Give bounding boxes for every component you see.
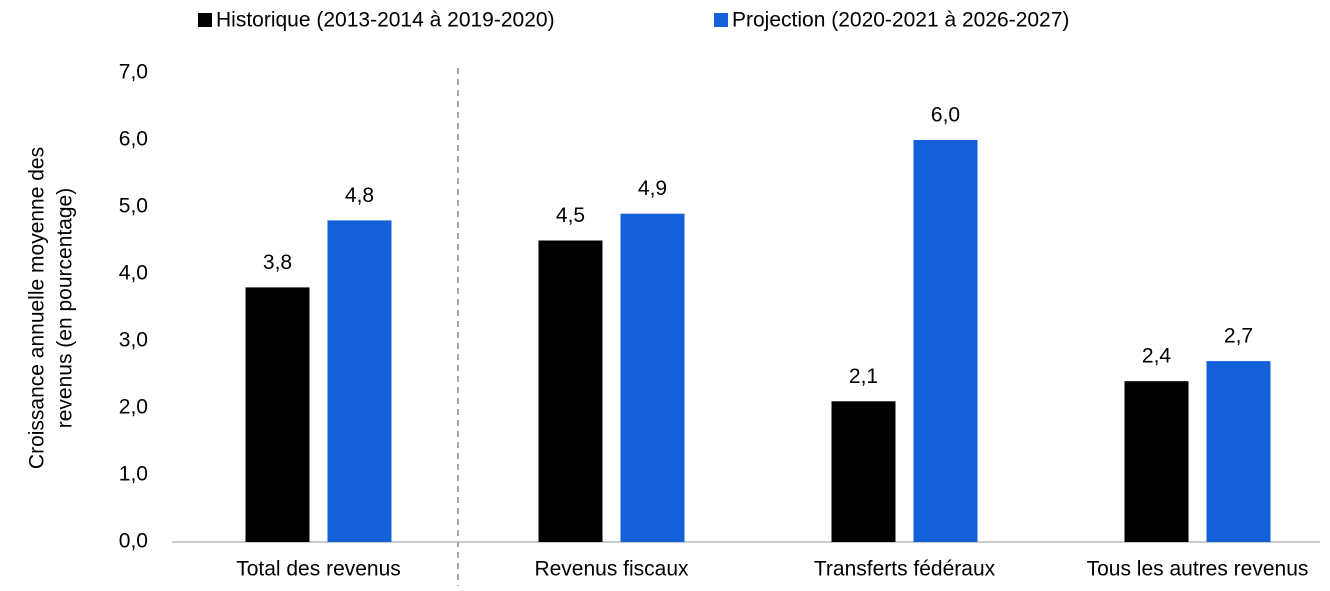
- value-label: 4,5: [556, 204, 585, 227]
- bar: [245, 287, 310, 542]
- bar: [620, 213, 685, 542]
- value-label: 2,4: [1142, 345, 1172, 368]
- y-tick-label: 0,0: [119, 530, 148, 553]
- bar: [1206, 361, 1271, 542]
- y-tick-label: 2,0: [119, 396, 148, 419]
- y-tick-label: 4,0: [119, 262, 148, 285]
- legend-label: Projection (2020-2021 à 2026-2027): [732, 9, 1069, 32]
- legend-swatch: [198, 13, 212, 27]
- legend-label: Historique (2013-2014 à 2019-2020): [216, 9, 555, 32]
- value-label: 3,8: [263, 251, 292, 274]
- bar: [327, 220, 392, 542]
- x-tick-label: Revenus fiscaux: [534, 558, 689, 581]
- bar: [538, 240, 603, 542]
- y-tick-label: 5,0: [119, 195, 148, 218]
- bar: [831, 401, 896, 542]
- bar: [1124, 381, 1189, 542]
- y-axis-label: revenus (en pourcentage): [54, 188, 77, 429]
- value-label: 2,7: [1224, 325, 1253, 348]
- x-tick-label: Total des revenus: [236, 558, 401, 581]
- value-label: 6,0: [931, 104, 960, 127]
- value-label: 4,9: [638, 177, 667, 200]
- y-tick-label: 3,0: [119, 329, 148, 352]
- legend-swatch: [714, 13, 728, 27]
- value-label: 4,8: [345, 184, 374, 207]
- y-tick-label: 1,0: [119, 463, 148, 486]
- y-axis-label: Croissance annuelle moyenne des: [26, 147, 49, 469]
- bar: [913, 140, 978, 542]
- x-tick-label: Transferts fédéraux: [814, 558, 996, 581]
- y-tick-label: 7,0: [119, 61, 148, 84]
- x-tick-label: Tous les autres revenus: [1087, 558, 1309, 581]
- y-tick-label: 6,0: [119, 128, 148, 151]
- value-label: 2,1: [849, 365, 878, 388]
